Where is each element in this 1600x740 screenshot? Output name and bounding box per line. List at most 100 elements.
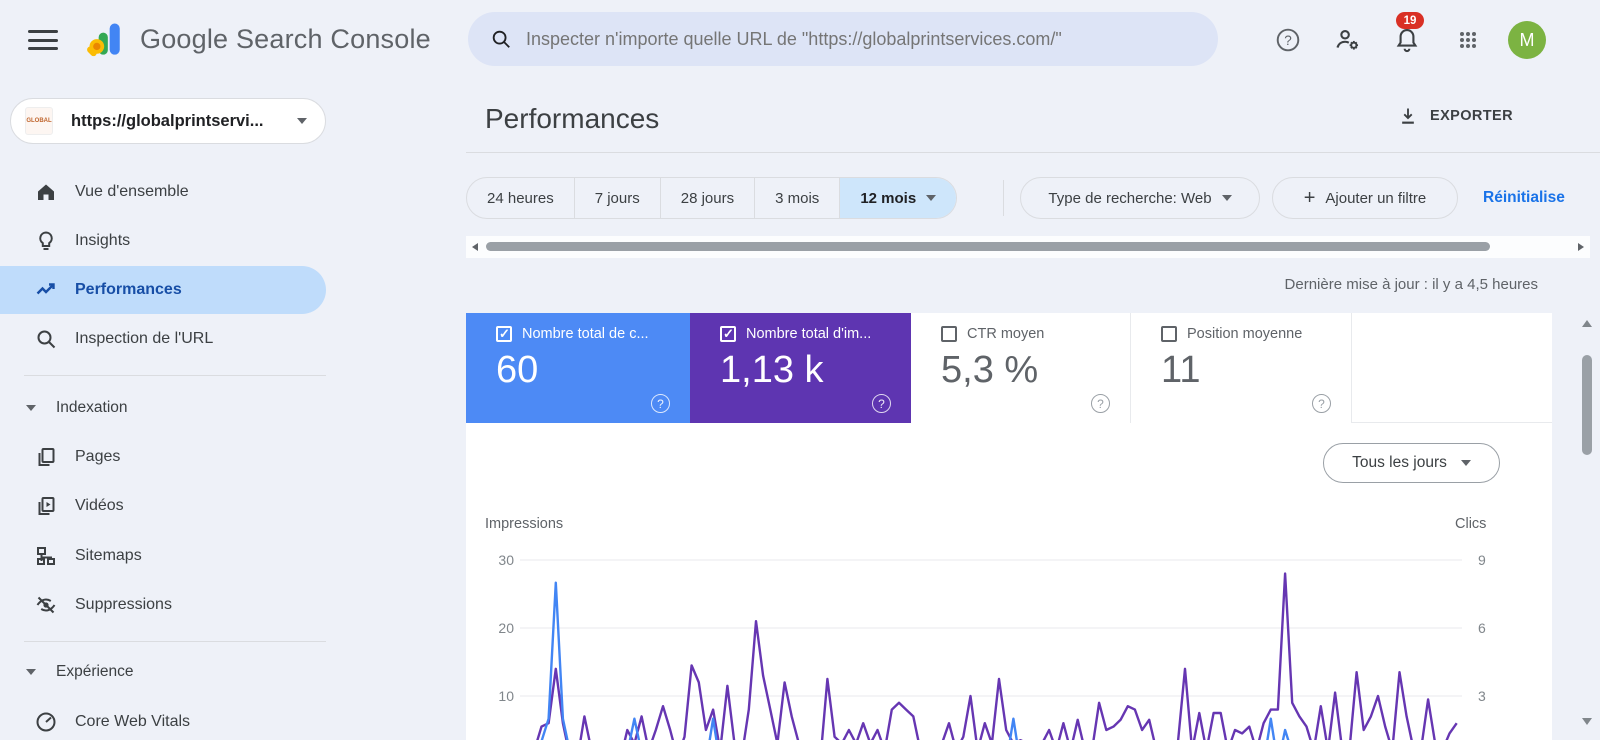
average-ctr-card[interactable]: CTR moyen 5,3 %	[911, 313, 1131, 423]
eye-off-icon	[36, 596, 56, 614]
horizontal-scrollbar-thumb[interactable]	[486, 242, 1490, 251]
sidebar-item-performances[interactable]: Performances	[0, 266, 326, 314]
tab-7-jours[interactable]: 7 jours	[575, 178, 661, 218]
trending-up-icon	[36, 283, 55, 295]
left-tick-10: 10	[498, 688, 514, 704]
series-line-impressions	[536, 572, 1458, 740]
total-impressions-card[interactable]: Nombre total d'im... 1,13 k	[690, 313, 911, 423]
help-button[interactable]: ?	[1270, 22, 1306, 58]
sidebar-section-experience[interactable]: Expérience	[0, 652, 326, 692]
url-inspection-searchbar[interactable]	[468, 12, 1218, 66]
total-impressions-value: 1,13 k	[720, 349, 824, 391]
search-console-logo-icon	[87, 23, 120, 57]
account-avatar[interactable]: M	[1508, 21, 1546, 59]
chevron-down-icon	[297, 118, 307, 124]
lightbulb-icon	[39, 231, 53, 250]
property-favicon: GLOBAL	[25, 107, 53, 135]
vertical-scrollbar-thumb[interactable]	[1582, 355, 1592, 455]
tab-28-jours[interactable]: 28 jours	[661, 178, 756, 218]
scroll-down-icon[interactable]	[1582, 718, 1592, 725]
cards-row-filler	[1352, 313, 1552, 423]
horizontal-scrollbar[interactable]	[466, 236, 1590, 258]
chevron-down-icon	[1221, 195, 1232, 201]
right-tick-3: 3	[1478, 688, 1486, 704]
scroll-right-icon[interactable]	[1578, 243, 1584, 251]
checkbox-unchecked-icon[interactable]	[1161, 326, 1177, 342]
right-tick-6: 6	[1478, 620, 1486, 636]
collapse-triangle-icon	[26, 405, 36, 411]
sidebar-item-sitemaps[interactable]: Sitemaps	[0, 534, 326, 578]
scroll-left-icon[interactable]	[472, 243, 478, 251]
total-clicks-card[interactable]: Nombre total de c... 60	[466, 313, 690, 423]
help-icon[interactable]	[651, 394, 670, 413]
user-settings-button[interactable]	[1330, 22, 1366, 58]
sidebar-item-pages[interactable]: Pages	[0, 435, 326, 479]
product-name: Google Search Console	[140, 24, 431, 54]
average-position-card[interactable]: Position moyenne 11	[1131, 313, 1352, 423]
granularity-dropdown[interactable]: Tous les jours	[1323, 443, 1500, 483]
checkbox-unchecked-icon[interactable]	[941, 326, 957, 342]
sidebar-item-insights[interactable]: Insights	[0, 219, 326, 263]
date-range-tabs: 24 heures 7 jours 28 jours 3 mois 12 moi…	[466, 177, 958, 219]
top-app-bar: Google Search Console ?	[0, 0, 1600, 80]
sidebar-divider	[24, 375, 326, 376]
average-ctr-value: 5,3 %	[941, 349, 1039, 391]
left-tick-30: 30	[498, 552, 514, 568]
tab-24-heures[interactable]: 24 heures	[467, 178, 575, 218]
sidebar-item-videos[interactable]: Vidéos	[0, 484, 326, 528]
left-axis-title: Impressions	[485, 516, 564, 532]
speed-gauge-icon	[36, 712, 56, 732]
help-icon[interactable]	[872, 394, 891, 413]
page-title: Performances	[485, 103, 660, 134]
video-icon	[38, 497, 55, 515]
sidebar-item-overview[interactable]: Vue d'ensemble	[0, 170, 326, 214]
property-selector[interactable]: GLOBAL https://globalprintservi...	[10, 98, 326, 144]
notifications-button[interactable]	[1389, 22, 1425, 58]
sitemap-tree-icon	[37, 547, 55, 565]
export-button[interactable]: EXPORTER	[1398, 106, 1513, 126]
collapse-triangle-icon	[26, 669, 36, 675]
notification-badge: 19	[1396, 12, 1424, 29]
export-label: EXPORTER	[1430, 108, 1513, 124]
metric-cards-row: Nombre total de c... 60 Nombre total d'i…	[466, 313, 1552, 423]
sidebar-item-removals[interactable]: Suppressions	[0, 583, 326, 627]
performance-report-panel: Nombre total de c... 60 Nombre total d'i…	[466, 313, 1552, 740]
search-icon	[492, 30, 510, 48]
add-filter-button[interactable]: + Ajouter un filtre	[1272, 177, 1458, 219]
last-update-text: Dernière mise à jour : il y a 4,5 heures	[1284, 276, 1538, 293]
sidebar-divider	[24, 641, 326, 642]
svg-text:?: ?	[1284, 33, 1292, 48]
property-name: https://globalprintservi...	[71, 111, 264, 130]
sidebar-section-indexation[interactable]: Indexation	[0, 388, 326, 428]
left-tick-20: 20	[498, 620, 514, 636]
chevron-down-icon	[926, 195, 937, 201]
help-icon: ?	[1276, 28, 1300, 52]
apps-grid-icon	[1459, 31, 1477, 49]
total-clicks-value: 60	[496, 349, 539, 391]
chart-canvas[interactable]	[466, 510, 1552, 740]
help-icon[interactable]	[1312, 394, 1331, 413]
chevron-down-icon	[1460, 460, 1471, 466]
url-inspection-input[interactable]	[526, 28, 1218, 50]
checkbox-checked-icon[interactable]	[720, 326, 736, 342]
checkbox-checked-icon[interactable]	[496, 326, 512, 342]
magnifier-icon	[37, 330, 56, 349]
tab-3-mois[interactable]: 3 mois	[755, 178, 841, 218]
performance-chart: Impressions Clics 30 20 10 9 6 3	[466, 510, 1552, 740]
search-type-filter[interactable]: Type de recherche: Web	[1020, 177, 1260, 219]
google-apps-button[interactable]	[1450, 22, 1486, 58]
filter-separator	[1003, 180, 1004, 216]
reset-filters-link[interactable]: Réinitialise	[1483, 189, 1565, 206]
sidebar-item-core-web-vitals[interactable]: Core Web Vitals	[0, 700, 326, 740]
help-icon[interactable]	[1091, 394, 1110, 413]
main-menu-icon[interactable]	[28, 30, 58, 50]
user-settings-icon	[1336, 29, 1359, 50]
bell-icon	[1396, 29, 1418, 53]
header-divider	[466, 152, 1600, 153]
right-tick-9: 9	[1478, 552, 1486, 568]
scroll-up-icon[interactable]	[1582, 320, 1592, 327]
tab-12-mois[interactable]: 12 mois	[840, 178, 957, 218]
pages-icon	[38, 448, 55, 466]
sidebar-item-url-inspection[interactable]: Inspection de l'URL	[0, 317, 326, 361]
